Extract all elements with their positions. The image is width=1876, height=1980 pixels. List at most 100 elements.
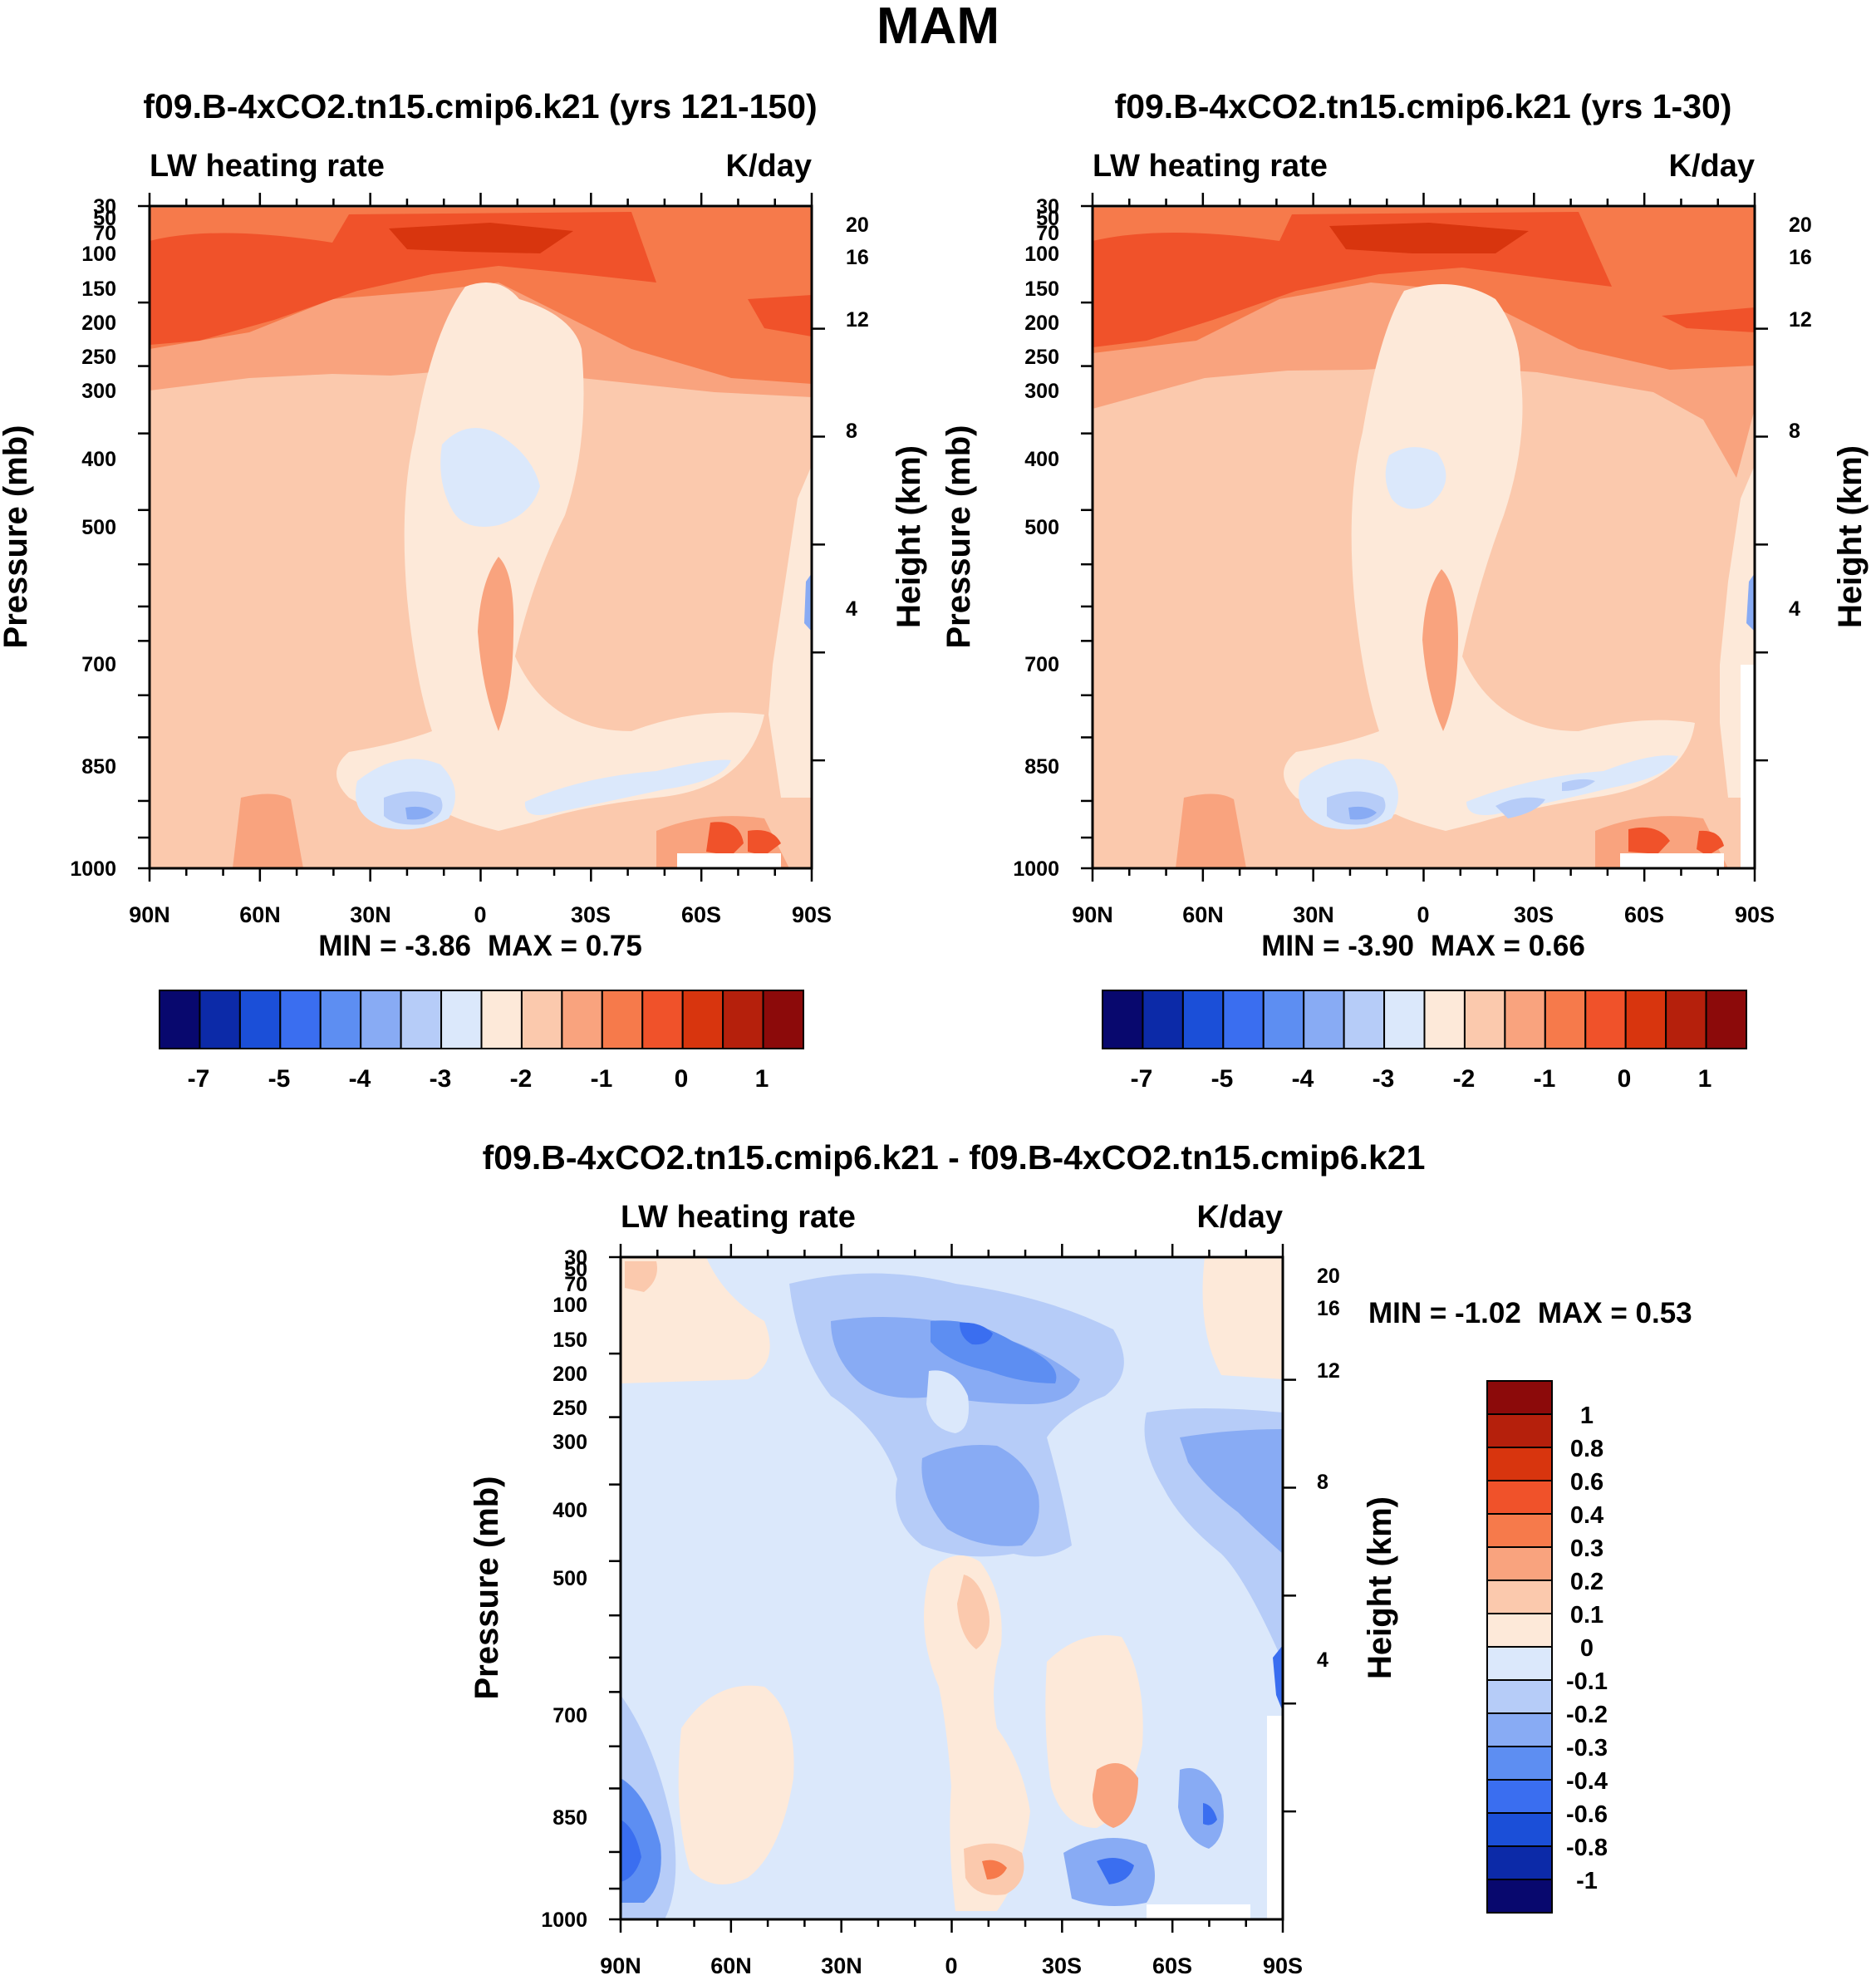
colorbar-box — [1303, 990, 1345, 1049]
colorbar-box — [1222, 990, 1265, 1049]
colorbar-box — [1705, 990, 1747, 1049]
pressure-tick-label: 700 — [552, 1704, 587, 1727]
colorbar-label: -2 — [510, 1065, 533, 1093]
max-value: 0.53 — [1636, 1297, 1692, 1329]
colorbar-box — [1486, 1613, 1553, 1648]
contour-level-positive-surface-core — [982, 1860, 1007, 1879]
pressure-tick-label: 700 — [1024, 653, 1059, 676]
pressure-tick-label: 1000 — [1013, 857, 1059, 881]
pressure-tick-labels: 30 50 70 100 150 200 250 300 400 500 700… — [70, 195, 116, 881]
height-tick-label: 8 — [1317, 1471, 1328, 1494]
colorbar-label: 1 — [1580, 1403, 1594, 1429]
contour-level-upper-red — [150, 212, 812, 345]
height-tick-label: 16 — [1317, 1297, 1340, 1320]
contour-level-positive-south-core — [1093, 1763, 1138, 1828]
x-tick-labels: 90N 60N 30N 0 30S 60S 90S — [129, 902, 832, 927]
pressure-tick-label: 400 — [81, 448, 116, 471]
pressure-tick-label: 30 — [93, 195, 116, 219]
x-tick-label: 60S — [1624, 902, 1664, 927]
colorbar-label: 1 — [755, 1065, 769, 1093]
pressure-tick-label: 30 — [564, 1246, 587, 1270]
colorbar-box — [520, 990, 563, 1049]
panel-title: f09.B-4xCO2.tn15.cmip6.k21 - f09.B-4xCO2… — [483, 1138, 1426, 1177]
height-tick-labels: 4 8 12 16 20 — [846, 214, 869, 621]
colorbar-label: -0.2 — [1566, 1702, 1608, 1728]
contour-level-positive-column — [924, 1555, 1030, 1911]
y-axis-label: Pressure (mb) — [940, 425, 977, 649]
contour-level-red-surface — [706, 822, 781, 856]
min-label: MIN = — [318, 930, 405, 962]
pressure-tick-label: 200 — [552, 1363, 587, 1386]
colorbar-box — [1383, 990, 1426, 1049]
colorbar-box — [1544, 990, 1587, 1049]
colorbar-box — [400, 990, 443, 1049]
colorbar-label: -3 — [430, 1065, 452, 1093]
pressure-tick-label: 850 — [552, 1806, 587, 1830]
y2-axis-label: Height (km) — [1832, 445, 1869, 628]
missing-data-region — [1147, 1904, 1250, 1919]
colorbar-label: 0.3 — [1570, 1535, 1603, 1562]
x-tick-label: 90N — [129, 902, 170, 927]
colorbar-box — [1584, 990, 1627, 1049]
x-tick-label: 90S — [792, 902, 832, 927]
pressure-tick-label: 50 — [1036, 207, 1059, 230]
colorbar-box — [199, 990, 241, 1049]
max-value: 0.75 — [586, 930, 642, 962]
x-tick-label: 0 — [1417, 902, 1429, 927]
colorbar-label: -0.6 — [1566, 1801, 1608, 1828]
x-tick-label: 0 — [945, 1953, 957, 1978]
colorbar-labels: -7 -5 -4 -3 -2 -1 0 1 — [188, 1065, 769, 1093]
panel-top-right: f09.B-4xCO2.tn15.cmip6.k21 (yrs 1-30) LW… — [940, 87, 1869, 1093]
x-tick-label: 30N — [350, 902, 391, 927]
colorbar-label: -1 — [591, 1065, 613, 1093]
contour-level-negative-east-surface-core — [1203, 1803, 1217, 1825]
pressure-tick-label: 100 — [1024, 243, 1059, 266]
x-tick-label: 60N — [1182, 902, 1224, 927]
colorbar-label: 0.1 — [1570, 1602, 1603, 1629]
colorbar-label: 0 — [1618, 1065, 1632, 1093]
colorbar-box — [1486, 1447, 1553, 1481]
x-tick-label: 90S — [1735, 902, 1775, 927]
colorbar-label: 1 — [1698, 1065, 1712, 1093]
contour-level-peak-center — [1412, 309, 1456, 355]
x-tick-label: 30S — [1514, 902, 1554, 927]
x-tick-label: 30N — [821, 1953, 862, 1978]
pressure-tick-label: 30 — [1036, 195, 1059, 219]
contour-level-blue-upper — [1385, 447, 1446, 509]
height-tick-label: 12 — [1789, 308, 1812, 332]
x-tick-label: 60S — [1152, 1953, 1192, 1978]
height-tick-label: 16 — [846, 246, 869, 269]
height-tick-label: 8 — [1789, 420, 1800, 443]
pressure-tick-label: 100 — [81, 243, 116, 266]
colorbar-box — [1486, 1413, 1553, 1448]
height-tick-label: 4 — [846, 597, 857, 621]
contour-level-blue-south — [524, 759, 731, 815]
colorbar-box — [360, 990, 402, 1049]
contour-level-positive-west — [678, 1685, 794, 1884]
pressure-tick-label: 250 — [1024, 346, 1059, 369]
height-tick-label: 4 — [1789, 597, 1800, 621]
contour-level-positive-column-core — [957, 1575, 990, 1649]
colorbar-box — [1504, 990, 1546, 1049]
colorbar-box — [1486, 1580, 1553, 1614]
height-tick-label: 4 — [1317, 1648, 1328, 1672]
colorbar-box — [1486, 1879, 1553, 1914]
pressure-tick-label: 300 — [1024, 380, 1059, 403]
colorbar-box — [159, 990, 201, 1049]
colorbar-label: 0 — [1580, 1635, 1594, 1662]
contour-level-light-column — [1284, 284, 1695, 831]
max-value: 0.66 — [1529, 930, 1585, 962]
colorbar-label: -2 — [1453, 1065, 1476, 1093]
pressure-tick-label: 70 — [564, 1273, 587, 1296]
y-axis-label: Pressure (mb) — [469, 1476, 505, 1700]
panel-title: f09.B-4xCO2.tn15.cmip6.k21 (yrs 121-150) — [143, 87, 817, 125]
colorbar-box — [1262, 990, 1305, 1049]
colorbar-label: -4 — [1292, 1065, 1314, 1093]
pressure-tick-label: 1000 — [70, 857, 116, 881]
colorbar-label: -7 — [188, 1065, 210, 1093]
contour-level-negative-east-core — [1180, 1429, 1283, 1554]
panel-title: f09.B-4xCO2.tn15.cmip6.k21 (yrs 1-30) — [1115, 87, 1732, 125]
right-string: K/day — [726, 149, 812, 184]
min-label: MIN = — [1368, 1297, 1455, 1329]
colorbar-label: -0.4 — [1566, 1768, 1608, 1795]
